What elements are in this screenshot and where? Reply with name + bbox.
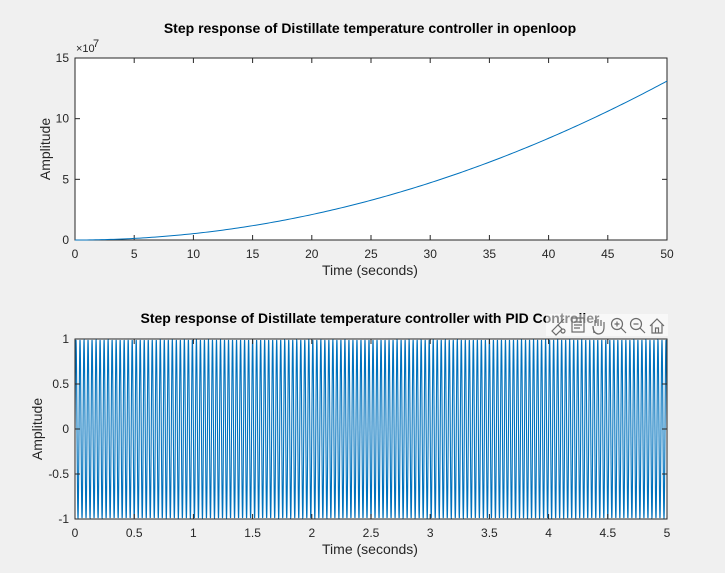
openloop-y-tick-label: 5 [62, 172, 69, 186]
pid-x-tick-label: 2 [308, 526, 315, 540]
pid-y-tick-label: 1 [62, 332, 69, 346]
openloop-x-tick-label: 15 [246, 247, 260, 261]
pid-x-tick-label: 5 [664, 526, 671, 540]
pid-chart-title: Step response of Distillate temperature … [141, 310, 601, 326]
openloop-x-tick-label: 20 [305, 247, 319, 261]
pid-y-tick-label: 0 [62, 422, 69, 436]
zoom-out-icon[interactable] [629, 317, 646, 334]
openloop-x-tick-label: 40 [542, 247, 556, 261]
openloop-y-exponent-base: ×10 [76, 43, 95, 55]
pid-x-ticks: 0 0.5 1 1.5 2 2.5 3 3.5 4 4.5 5 [72, 339, 671, 540]
pid-y-tick-label: -0.5 [48, 467, 69, 481]
openloop-x-tick-label: 25 [364, 247, 378, 261]
pid-x-tick-label: 4 [545, 526, 552, 540]
openloop-x-axis-label: Time (seconds) [322, 262, 418, 278]
pid-x-tick-label: 0 [72, 526, 79, 540]
pid-y-tick-label: 0.5 [52, 377, 69, 391]
openloop-x-tick-label: 0 [72, 247, 79, 261]
pid-y-ticks: -1 -0.5 0 0.5 1 [48, 332, 667, 526]
pid-x-axis-label: Time (seconds) [322, 541, 418, 557]
openloop-x-tick-label: 50 [660, 247, 674, 261]
pan-icon[interactable] [592, 319, 605, 335]
pid-x-tick-label: 3 [427, 526, 434, 540]
openloop-y-exponent-power: 7 [93, 38, 99, 50]
pid-x-tick-label: 4.5 [599, 526, 616, 540]
zoom-in-icon[interactable] [610, 317, 627, 334]
openloop-x-ticks: 0 5 10 15 20 25 30 35 40 45 50 [72, 58, 674, 261]
openloop-y-tick-label: 10 [56, 112, 70, 126]
pid-x-tick-label: 1.5 [244, 526, 261, 540]
axes-toolbar [546, 314, 668, 336]
pid-y-tick-label: -1 [58, 512, 69, 526]
openloop-y-tick-label: 0 [62, 233, 69, 247]
openloop-axes: 0 5 10 15 20 25 30 35 40 45 50 0 5 10 15 ×10 7 Step r… [37, 20, 674, 278]
home-icon[interactable] [649, 318, 665, 334]
pid-x-tick-label: 1 [190, 526, 197, 540]
openloop-x-tick-label: 30 [424, 247, 438, 261]
openloop-x-tick-label: 35 [483, 247, 497, 261]
pid-y-axis-label: Amplitude [29, 398, 45, 460]
openloop-response-line [75, 80, 668, 241]
openloop-y-axis-label: Amplitude [37, 118, 53, 180]
pid-x-tick-label: 2.5 [363, 526, 380, 540]
openloop-x-tick-label: 45 [601, 247, 615, 261]
openloop-x-tick-label: 10 [187, 247, 201, 261]
brush-icon[interactable] [551, 318, 566, 336]
pid-x-tick-label: 3.5 [481, 526, 498, 540]
openloop-y-tick-label: 15 [56, 51, 70, 65]
pid-axes: 0 0.5 1 1.5 2 2.5 3 3.5 4 4.5 5 -1 -0.5 0 0.5 1 Step r… [29, 310, 671, 557]
toolbar-background [546, 314, 668, 336]
data-tips-icon[interactable] [571, 317, 585, 333]
openloop-plot-area [74, 57, 668, 241]
pid-x-tick-label: 0.5 [126, 526, 143, 540]
openloop-x-tick-label: 5 [131, 247, 138, 261]
openloop-chart-title: Step response of Distillate temperature … [164, 20, 576, 36]
